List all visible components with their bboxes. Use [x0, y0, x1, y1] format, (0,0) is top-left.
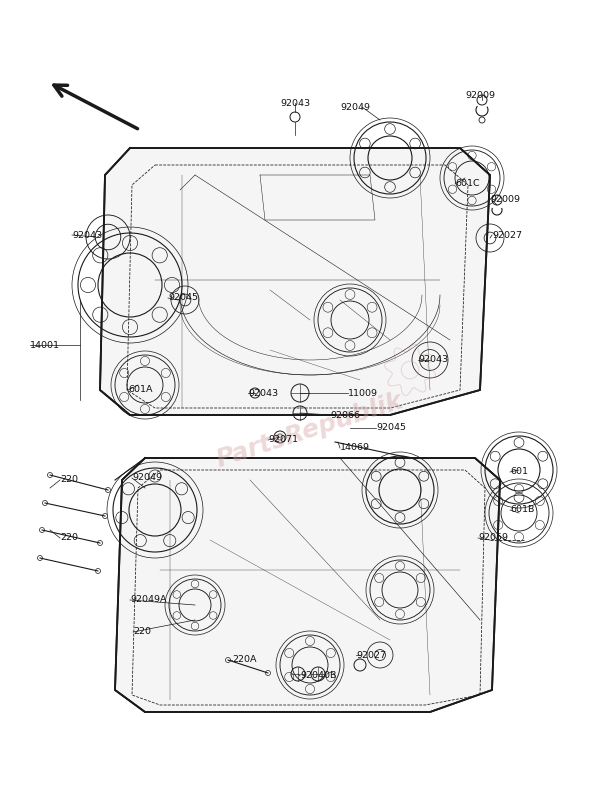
Text: 92049: 92049 — [132, 473, 162, 483]
Circle shape — [43, 501, 47, 506]
Polygon shape — [100, 148, 490, 415]
Text: 92043: 92043 — [418, 356, 448, 364]
Text: 92045: 92045 — [376, 423, 406, 433]
Text: 11009: 11009 — [348, 389, 378, 397]
Text: 220: 220 — [60, 534, 78, 542]
Circle shape — [265, 670, 271, 676]
Text: 92049A: 92049A — [130, 596, 167, 604]
Text: 92043: 92043 — [72, 231, 102, 239]
Text: 92045: 92045 — [168, 294, 198, 302]
Text: 14001: 14001 — [30, 341, 60, 349]
Text: 92066: 92066 — [330, 411, 360, 419]
Circle shape — [103, 513, 107, 519]
Text: 92049: 92049 — [340, 103, 370, 111]
Circle shape — [97, 541, 103, 546]
Text: 92027: 92027 — [356, 651, 386, 659]
Text: 92009: 92009 — [465, 90, 495, 100]
Circle shape — [106, 487, 110, 492]
Circle shape — [37, 556, 43, 560]
Text: 92009: 92009 — [490, 195, 520, 205]
Circle shape — [40, 528, 44, 532]
Text: 14069: 14069 — [340, 444, 370, 452]
Text: 220: 220 — [133, 627, 151, 637]
Text: 220: 220 — [60, 476, 78, 484]
Text: 92040B: 92040B — [300, 671, 337, 681]
Text: 92027: 92027 — [492, 231, 522, 239]
Text: 92043: 92043 — [280, 98, 310, 108]
Text: PartsRepublik: PartsRepublik — [214, 389, 407, 472]
Text: 601A: 601A — [128, 385, 152, 395]
Text: 92059: 92059 — [478, 534, 508, 542]
Text: 601: 601 — [510, 468, 528, 476]
Text: 220A: 220A — [232, 655, 257, 664]
Text: 601B: 601B — [510, 506, 535, 514]
Circle shape — [95, 568, 101, 574]
Text: 92043: 92043 — [248, 389, 278, 397]
Text: 601C: 601C — [455, 178, 479, 188]
Circle shape — [47, 473, 53, 477]
Text: 92071: 92071 — [268, 436, 298, 444]
Circle shape — [226, 658, 230, 663]
Polygon shape — [115, 458, 500, 712]
